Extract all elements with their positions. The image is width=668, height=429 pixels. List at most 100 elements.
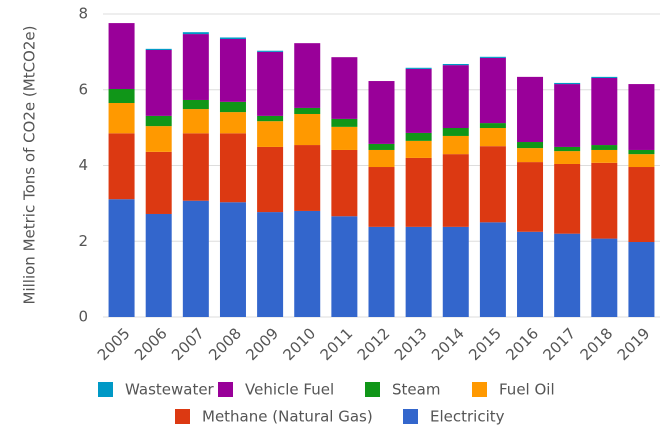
bar-segment <box>517 76 544 143</box>
bar-segment <box>145 48 172 50</box>
legend-swatch <box>218 382 233 397</box>
bar-segment <box>591 238 618 317</box>
x-tick-label: 2015 <box>465 324 505 364</box>
bar-segment <box>219 37 246 39</box>
x-tick-label: 2006 <box>131 324 171 364</box>
bar-segment <box>517 142 544 149</box>
legend-label: Fuel Oil <box>499 381 555 399</box>
bar-segment <box>331 126 358 150</box>
bar-segment <box>628 167 655 243</box>
bar-segment <box>108 133 135 200</box>
bar-segment <box>442 63 469 66</box>
bar-segment <box>591 78 618 146</box>
bar-segment <box>517 231 544 317</box>
legend-swatch <box>175 409 190 424</box>
bar-segment <box>219 112 246 134</box>
bar-segment <box>442 128 469 136</box>
bar-segment <box>591 76 618 79</box>
bar-segment <box>294 43 321 108</box>
bar-segment <box>368 226 395 317</box>
bar-segment <box>405 140 432 158</box>
bar-segment <box>368 143 395 150</box>
x-tick-label: 2008 <box>205 324 245 364</box>
bar-segment <box>331 57 358 119</box>
legend-swatch <box>472 382 487 397</box>
legend-swatch <box>403 409 418 424</box>
legend-label: Methane (Natural Gas) <box>202 408 373 426</box>
bar-segment <box>145 213 172 317</box>
bar-segment <box>554 146 581 152</box>
bar-segment <box>479 57 506 124</box>
x-tick-label: 2013 <box>391 324 431 364</box>
legend-label: Wastewater <box>125 381 215 399</box>
x-tick-label: 2010 <box>280 324 320 364</box>
bar-segment <box>479 146 506 223</box>
bar-segment <box>257 121 284 147</box>
x-tick-label: 2016 <box>502 324 542 364</box>
bar-segment <box>182 109 209 134</box>
legend-swatch <box>365 382 380 397</box>
y-tick-label: 2 <box>78 232 88 250</box>
bar-segment <box>182 99 209 110</box>
bar-segment <box>368 149 395 168</box>
bar-segment <box>257 146 284 213</box>
bar-segment <box>628 84 655 150</box>
bar-segment <box>257 50 284 52</box>
x-tick-label: 2012 <box>354 324 394 364</box>
bar-segment <box>442 135 469 155</box>
bar-segment <box>517 162 544 232</box>
x-tick-label: 2007 <box>168 324 208 364</box>
bar-segment <box>331 216 358 317</box>
x-tick-label: 2009 <box>242 324 282 364</box>
bar-segment <box>591 145 618 150</box>
bar-segment <box>554 151 581 164</box>
y-tick-label: 6 <box>78 80 88 98</box>
legend-swatch <box>98 382 113 397</box>
bar-segment <box>628 149 655 155</box>
bar-segment <box>554 163 581 234</box>
legend-label: Vehicle Fuel <box>245 381 334 399</box>
bar-segment <box>368 81 395 144</box>
bar-segment <box>257 51 284 116</box>
bar-segment <box>145 49 172 116</box>
bar-segment <box>554 82 581 85</box>
bar-segment <box>628 242 655 317</box>
bar-segment <box>442 65 469 129</box>
bar-segment <box>442 154 469 227</box>
x-tick-label: 2014 <box>428 324 468 364</box>
bar-segment <box>479 56 506 58</box>
bar-segment <box>591 162 618 239</box>
bar-segment <box>591 149 618 163</box>
bar-segment <box>219 38 246 102</box>
bar-segment <box>219 202 246 317</box>
bar-segment <box>294 107 321 114</box>
bar-segment <box>108 103 135 134</box>
y-axis-label: Million Metric Tons of CO2e (MtCO2e) <box>21 26 39 305</box>
bar-segment <box>257 115 284 122</box>
bar-segment <box>294 210 321 317</box>
bar-segment <box>182 133 209 201</box>
x-tick-label: 2019 <box>614 324 654 364</box>
x-tick-label: 2005 <box>94 324 134 364</box>
bar-segment <box>554 84 581 147</box>
legend-label: Electricity <box>430 408 505 426</box>
bar-segment <box>479 222 506 317</box>
bar-segment <box>405 67 432 69</box>
x-tick-label: 2017 <box>539 324 579 364</box>
bar-segment <box>108 23 135 89</box>
bar-segment <box>145 151 172 214</box>
bar-segment <box>108 88 135 104</box>
bar-segment <box>108 199 135 317</box>
bar-segment <box>182 200 209 317</box>
bar-segment <box>182 32 209 35</box>
legend-label: Steam <box>392 381 440 399</box>
bar-segment <box>405 157 432 227</box>
bar-segment <box>517 148 544 163</box>
bar-segment <box>554 233 581 317</box>
bar-segment <box>331 118 358 127</box>
bar-segment <box>405 68 432 133</box>
y-tick-label: 4 <box>78 156 88 174</box>
bar-segment <box>145 115 172 127</box>
bar-segment <box>368 167 395 227</box>
